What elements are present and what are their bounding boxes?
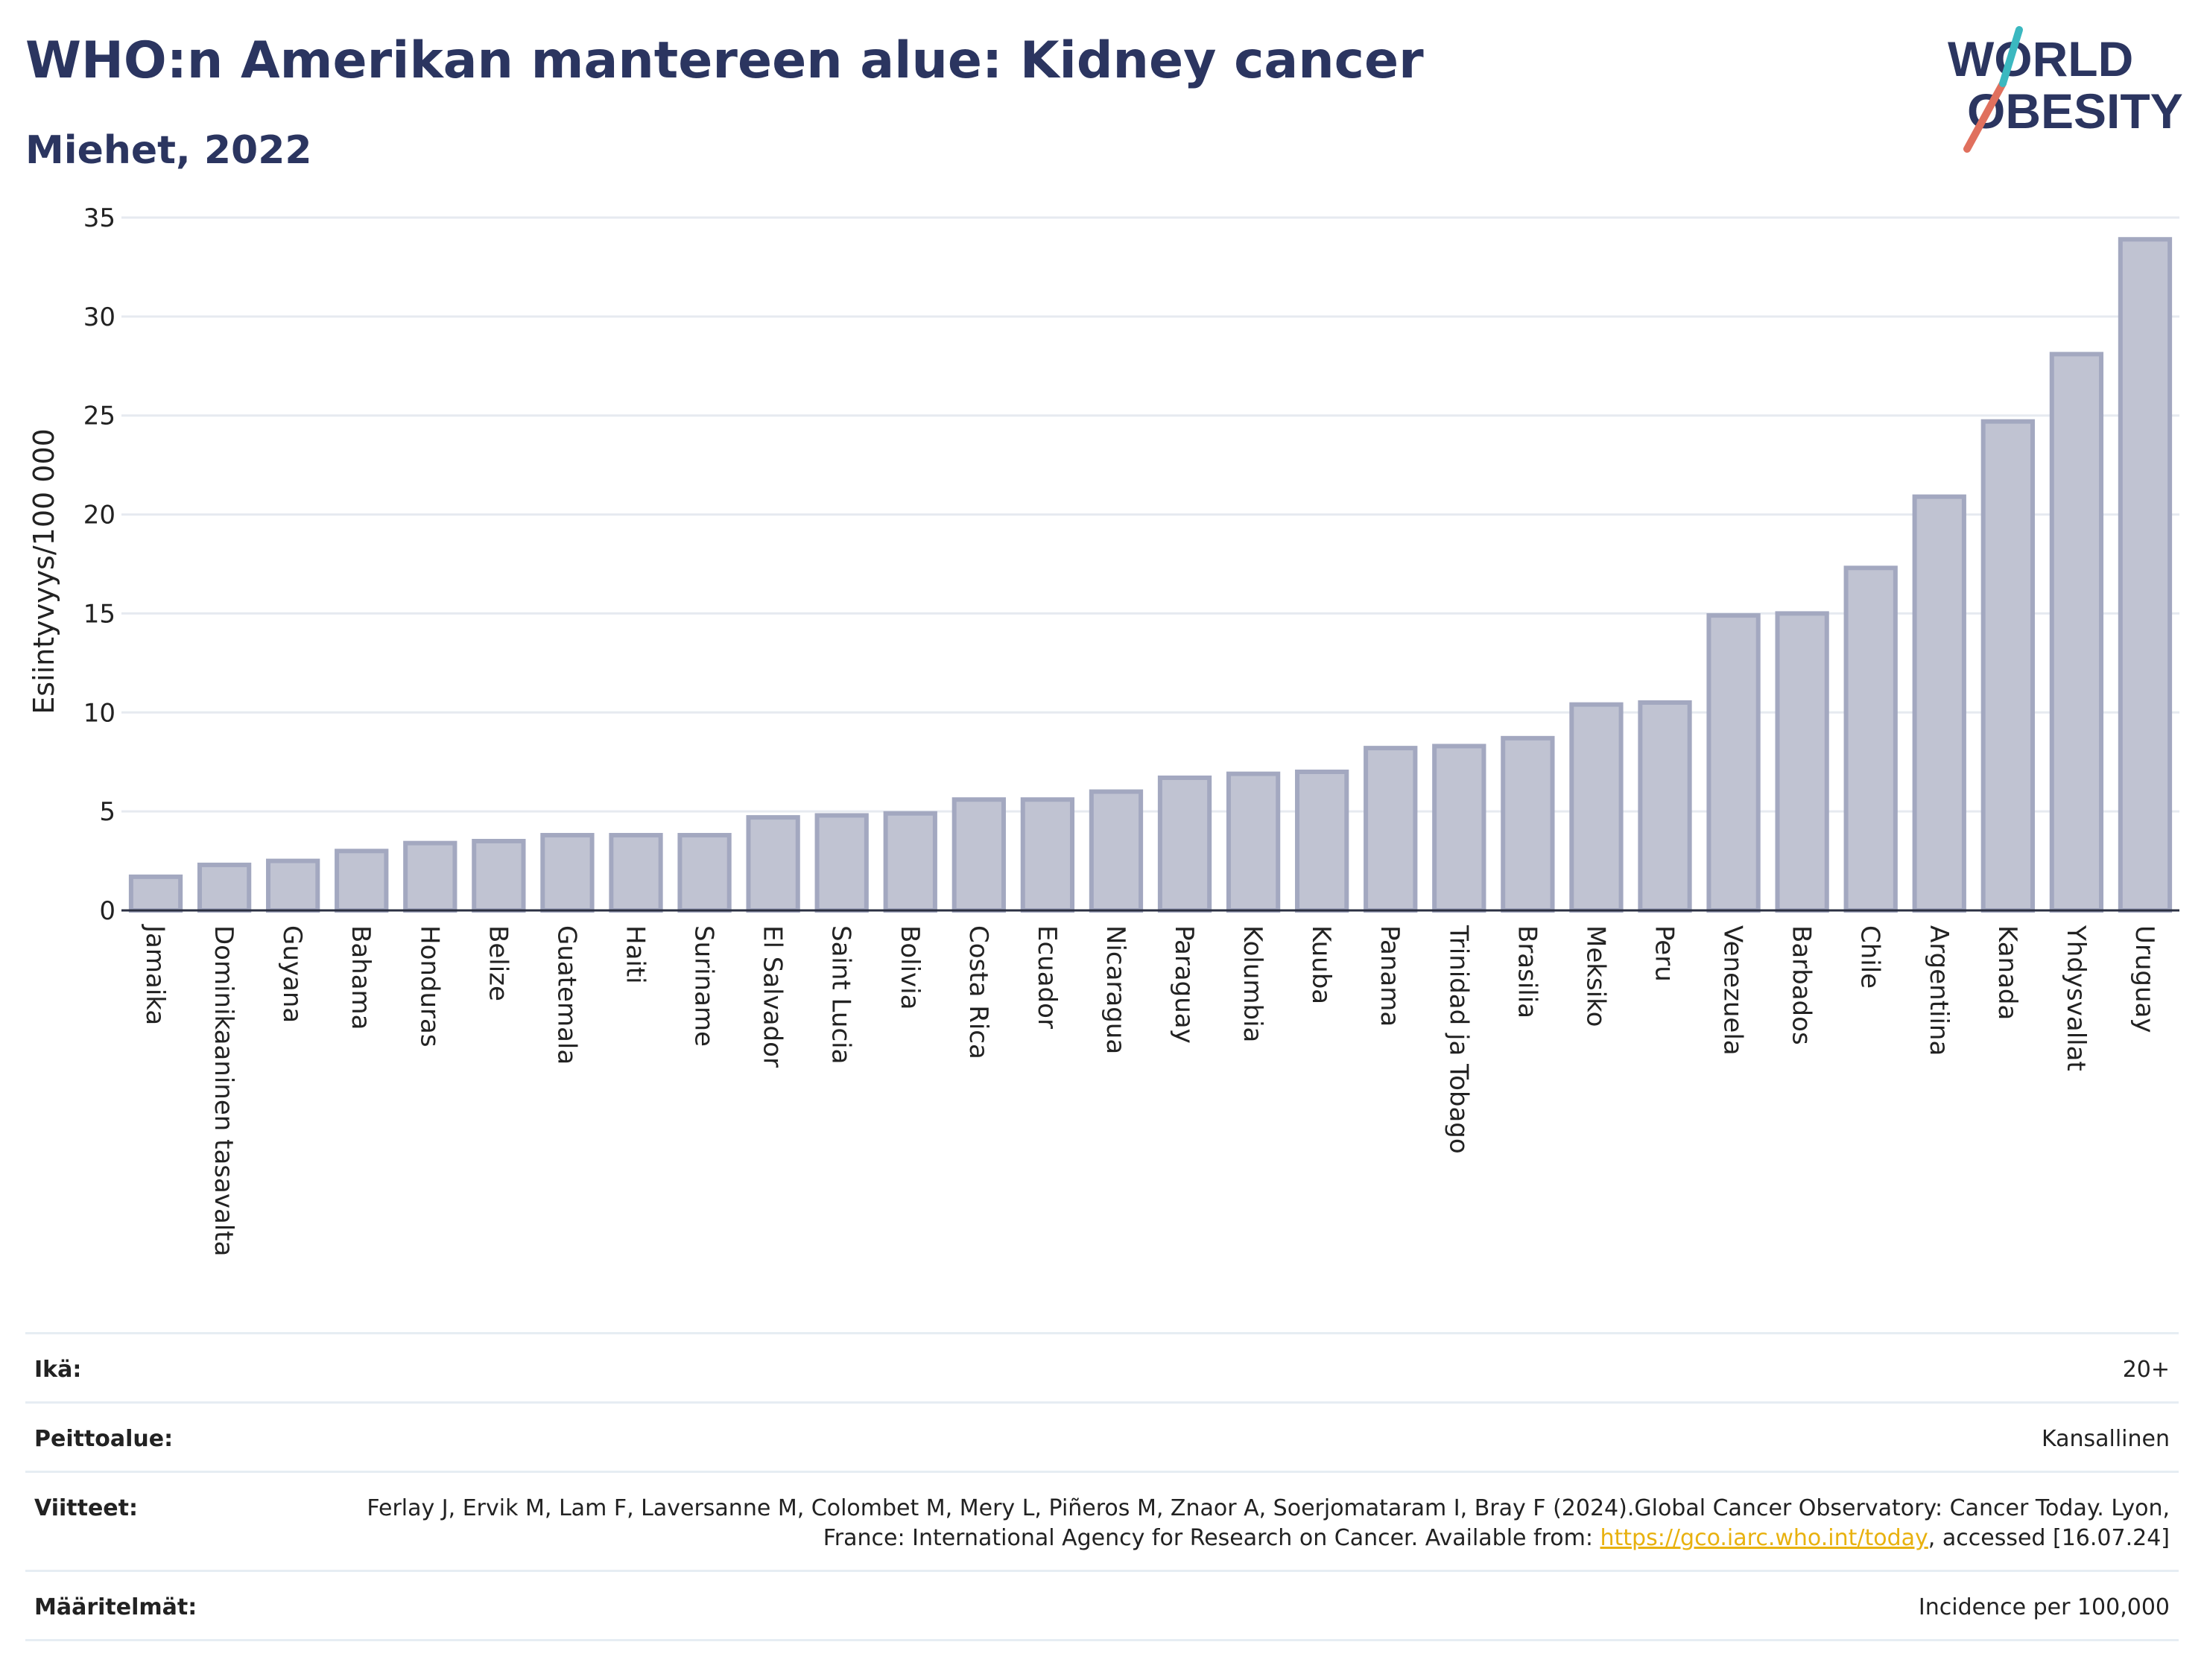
bar [1295,770,1349,913]
bar [951,797,1006,913]
x-tick-label: Paraguay [1169,925,1199,1044]
bar [1432,744,1486,913]
bar [472,839,526,913]
y-tick-label: 5 [99,797,115,827]
logo-line2: OBESITY [1967,83,2183,139]
bar [2118,237,2173,913]
y-tick-label: 10 [83,698,115,728]
bar [1775,611,1829,913]
logo-line1: WORLD [1948,31,2133,86]
meta-row-age: Ikä: 20+ [25,1332,2179,1401]
x-tick-label: El Salvador [758,925,788,1068]
bar [609,833,663,913]
bar [1569,702,1624,913]
bar [1980,419,2035,913]
bar [1364,746,1418,913]
x-tick-label: Guyana [277,925,307,1023]
x-tick-label: Bolivia [895,925,925,1009]
x-tick-label: Brasilia [1512,925,1542,1018]
bar [1912,494,1966,913]
meta-row-definitions: Määritelmät: Incidence per 100,000 [25,1570,2179,1641]
x-tick-label: Dominikaaninen tasavalta [209,925,238,1256]
x-tick-label: Jamaika [140,924,170,1025]
x-tick-label: Nicaragua [1101,925,1130,1054]
meta-row-references: Viitteet: Ferlay J, Ervik M, Lam F, Lave… [25,1471,2179,1570]
definitions-label: Määritelmät: [34,1594,197,1620]
bar [1638,700,1692,913]
bar [883,811,937,913]
y-tick-label: 15 [83,599,115,629]
x-tick-label: Suriname [689,925,719,1047]
x-tick-label: Saint Lucia [826,925,856,1064]
bar [266,858,320,913]
bar [746,815,800,913]
metadata-table: Ikä: 20+ Peittoalue: Kansallinen Viittee… [25,1332,2179,1641]
x-tick-label: Panama [1375,925,1405,1027]
x-tick-label: Chile [1855,925,1885,989]
y-tick-label: 25 [83,402,115,431]
bar [1157,775,1212,913]
coverage-label: Peittoalue: [34,1426,174,1452]
y-tick-label: 0 [99,896,115,926]
x-tick-label: Peru [1650,925,1679,982]
bar [814,813,869,913]
bar [1226,771,1281,913]
references-text: Ferlay J, Ervik M, Lam F, Laversanne M, … [367,1495,2170,1551]
x-tick-label: Haiti [621,925,650,984]
x-tick-label: Kanada [1992,925,2022,1020]
bar [197,862,252,913]
x-tick-label: Honduras [414,925,444,1047]
x-tick-label: Bahama [346,925,376,1030]
x-tick-label: Venezuela [1718,925,1748,1056]
x-tick-label: Belize [483,925,513,1001]
y-tick-label: 30 [83,302,115,332]
bar [403,840,457,913]
y-axis-title: Esiintyvyys/100 000 [28,428,60,714]
bar [1843,565,1898,913]
chart-title: WHO:n Amerikan mantereen alue: Kidney ca… [25,31,1424,90]
world-obesity-logo: WORLD OBESITY [1948,26,2183,153]
age-label: Ikä: [34,1357,82,1383]
definitions-value: Incidence per 100,000 [1918,1594,2170,1620]
bar [2049,352,2104,913]
references-link[interactable]: https://gco.iarc.who.int/today [1600,1525,1928,1551]
bar [1706,613,1761,913]
bar [128,874,183,913]
y-tick-label: 20 [83,501,115,530]
age-value: 20+ [2122,1357,2170,1383]
x-tick-label: Ecuador [1032,925,1062,1029]
x-tick-label: Guatemala [551,925,581,1065]
bar [677,833,732,913]
meta-row-coverage: Peittoalue: Kansallinen [25,1401,2179,1471]
x-tick-label: Trinidad ja Tobago [1443,925,1473,1154]
logo-slash-red [1963,80,2007,153]
x-tick-label: Argentiina [1924,925,1954,1056]
coverage-value: Kansallinen [2041,1426,2170,1452]
x-tick-label: Meksiko [1580,925,1610,1027]
x-tick-label: Kolumbia [1238,925,1267,1042]
x-tick-label: Yhdysvallat [2061,925,2091,1071]
references-label: Viitteet: [34,1495,138,1521]
x-tick-label: Kuuba [1306,925,1336,1004]
x-tick-label: Barbados [1787,925,1817,1045]
references-accessed: , accessed [16.07.24] [1928,1525,2170,1551]
references-value: Ferlay J, Ervik M, Lam F, Laversanne M, … [344,1494,2170,1553]
bar [1501,735,1555,913]
logo-slash-teal [1999,26,2023,87]
bar [540,833,595,913]
bar-chart: 0 5 10 15 20 25 30 35 Esiintyvyys/100 000 Jamaika… [28,203,2179,1256]
x-tick-label: Uruguay [2129,925,2159,1033]
y-tick-label: 35 [83,203,115,233]
bar [335,849,389,913]
chart-subtitle: Miehet, 2022 [25,128,312,173]
bar [1089,789,1144,913]
x-tick-label: Costa Rica [963,925,993,1059]
bar [1020,797,1075,913]
